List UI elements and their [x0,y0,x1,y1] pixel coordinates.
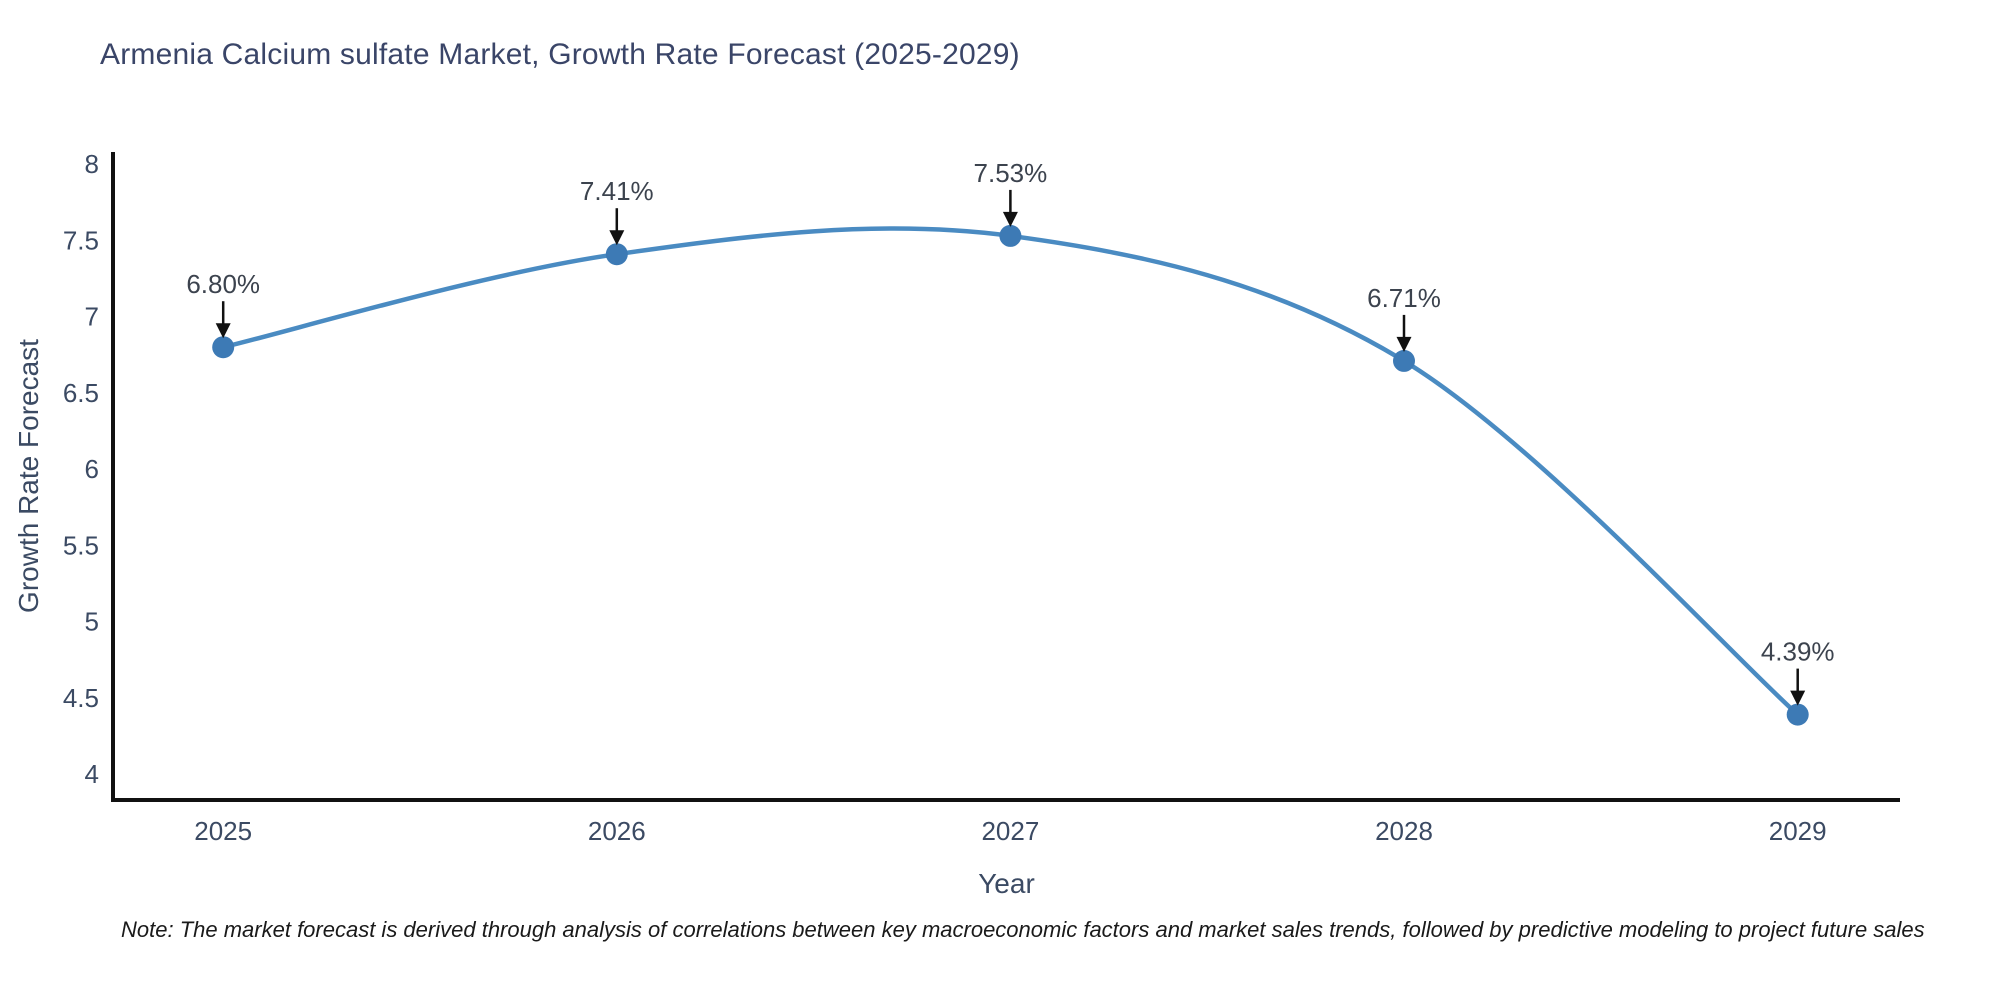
y-tick-label: 6 [85,454,99,484]
y-tick-label: 7 [85,302,99,332]
annotation-arrowhead [215,323,231,339]
x-axis-title: Year [978,868,1035,899]
y-tick-label: 4 [85,759,99,789]
x-tick-label: 2029 [1769,816,1827,846]
y-tick-label: 5.5 [63,530,99,560]
annotation-label: 6.71% [1367,283,1441,313]
chart-title: Armenia Calcium sulfate Market, Growth R… [100,38,1020,71]
annotation-arrowhead [1002,211,1018,227]
annotation-arrowhead [1396,336,1412,352]
data-point-marker [212,336,235,359]
data-point-marker [1786,703,1809,726]
y-tick-label: 7.5 [63,225,99,255]
data-point-marker [1393,349,1415,372]
annotation-label: 7.41% [580,176,654,206]
annotation-arrowhead [1790,690,1806,706]
x-tick-label: 2025 [194,816,252,846]
y-axis-title: Growth Rate Forecast [13,339,44,613]
y-tick-label: 4.5 [63,683,99,713]
footnote: Note: The market forecast is derived thr… [121,917,1925,942]
x-tick-label: 2027 [981,816,1039,846]
data-point-marker [605,243,628,266]
x-tick-label: 2028 [1375,816,1433,846]
series-line [220,226,1800,717]
y-tick-label: 8 [85,149,99,179]
annotation-label: 4.39% [1761,637,1835,667]
y-tick-label: 5 [85,607,99,637]
data-point-marker [999,224,1022,247]
annotation-arrowhead [609,230,625,246]
annotation-label: 6.80% [186,269,260,299]
annotation-label: 7.53% [974,158,1048,188]
y-tick-label: 6.5 [63,378,99,408]
x-tick-label: 2026 [588,816,646,846]
